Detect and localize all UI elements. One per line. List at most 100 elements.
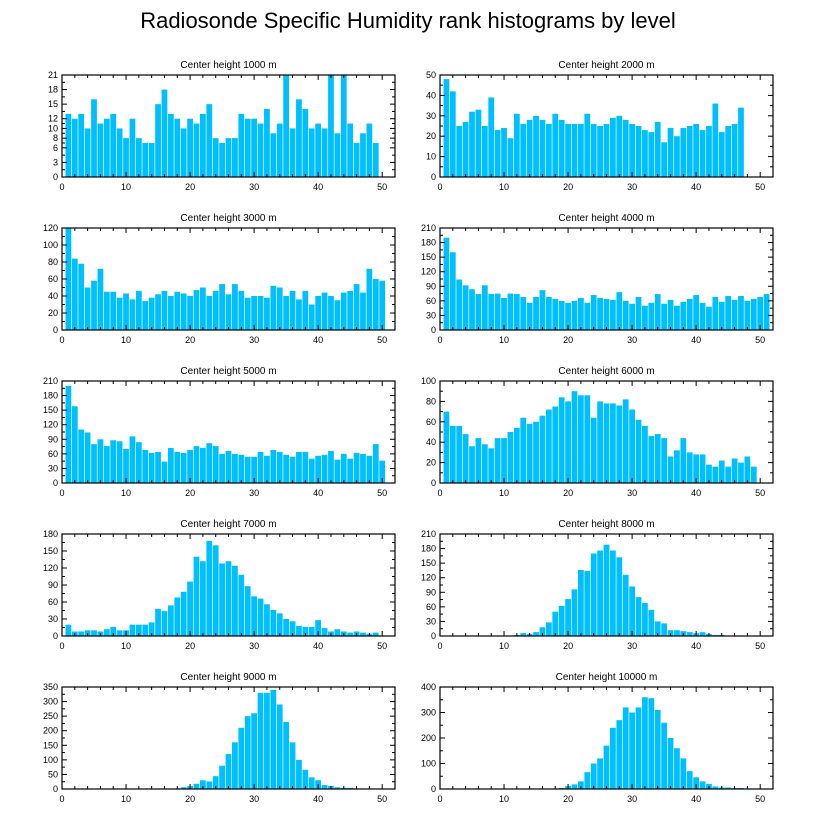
histogram-bar: [513, 294, 520, 330]
y-tick-label: 90: [48, 580, 58, 590]
histogram-bar: [340, 292, 347, 330]
histogram-bar: [206, 296, 213, 330]
histogram-bar: [520, 296, 527, 330]
panel-7: Center height 7000 m 0 10 20 30 40 50 0 30 60 90 12…: [43, 519, 396, 651]
histogram-bar: [264, 455, 270, 483]
histogram-bar: [750, 298, 757, 330]
x-tick-label: 40: [313, 794, 323, 804]
histogram-bar: [238, 113, 245, 177]
x-tick-label: 30: [249, 794, 259, 804]
histogram-bar: [219, 453, 225, 483]
histogram-bar: [526, 119, 533, 177]
histogram-bar: [449, 425, 456, 483]
histogram-bar: [180, 128, 187, 177]
histogram-bar: [212, 446, 219, 483]
y-tick-label: 21: [48, 70, 58, 80]
x-tick-label: 40: [313, 182, 323, 192]
x-tick-label: 50: [755, 641, 765, 651]
figure-title: Radiosonde Specific Humidity rank histog…: [140, 8, 676, 33]
y-tick-label: 120: [421, 267, 436, 277]
histogram-bar: [712, 103, 719, 177]
histogram-bar: [193, 783, 200, 789]
histogram-bar: [161, 290, 168, 330]
histogram-bar: [654, 434, 661, 483]
histogram-bar: [590, 417, 597, 483]
y-tick-label: 300: [43, 697, 58, 707]
x-tick-label: 30: [249, 182, 259, 192]
histogram-bar: [264, 692, 270, 789]
x-tick-label: 20: [185, 641, 195, 651]
histogram-bar: [110, 440, 117, 483]
histogram-bar: [200, 448, 206, 483]
histogram-bar: [565, 123, 571, 177]
histogram-bar: [97, 268, 104, 330]
panel-title: Center height 3000 m: [180, 213, 276, 224]
histogram-bar: [603, 403, 610, 483]
histogram-bar: [501, 128, 507, 177]
histogram-bar: [283, 619, 290, 636]
histogram-bar: [635, 597, 642, 636]
histogram-bar: [219, 284, 225, 330]
histogram-bar: [206, 540, 213, 636]
histogram-bar: [91, 630, 97, 636]
y-tick-label: 30: [426, 111, 436, 121]
histogram-bar: [635, 126, 642, 177]
panel-1: Center height 1000 m0 10 20 30 40 50036810121…: [48, 60, 396, 192]
y-tick-label: 400: [421, 682, 436, 692]
histogram-bar: [84, 432, 91, 483]
histogram-bar: [328, 296, 334, 330]
y-tick-label: 0: [431, 784, 436, 794]
histogram-bar: [686, 126, 693, 177]
y-tick-label: 200: [43, 726, 58, 736]
histogram-bar: [507, 432, 514, 483]
histogram-bar: [187, 581, 193, 636]
histogram-bar: [558, 397, 565, 483]
histogram-bar: [449, 91, 456, 177]
histogram-bar: [622, 574, 629, 636]
panel-10: Center height 10000 m 0 10 20 30 40 50 0 100 200 3…: [421, 672, 774, 804]
histogram-bar: [667, 128, 674, 177]
histogram-bar: [494, 293, 501, 330]
histogram-bar: [148, 297, 155, 330]
histogram-bar: [763, 294, 770, 330]
x-tick-label: 30: [627, 182, 637, 192]
histogram-bar: [276, 613, 283, 636]
histogram-bar: [571, 589, 578, 636]
histogram-bar: [116, 128, 123, 177]
x-tick-label: 20: [185, 488, 195, 498]
histogram-bar: [622, 707, 629, 789]
histogram-bar: [667, 738, 674, 789]
histogram-bar: [648, 302, 655, 330]
histogram-bar: [597, 401, 603, 483]
histogram-bar: [456, 425, 463, 483]
y-tick-label: 30: [48, 614, 58, 624]
histogram-bar: [161, 89, 168, 177]
histogram-bar: [232, 565, 238, 636]
y-tick-label: 210: [421, 529, 436, 539]
histogram-bar: [225, 754, 232, 789]
y-tick-label: 30: [426, 310, 436, 320]
histogram-bar: [257, 598, 264, 636]
histogram-bar: [321, 454, 328, 483]
histogram-bar: [584, 113, 591, 177]
histogram-bar: [110, 291, 117, 330]
x-tick-label: 20: [185, 335, 195, 345]
histogram-bar: [456, 126, 463, 177]
histogram-bar: [135, 442, 142, 483]
histogram-bar: [321, 784, 328, 789]
histogram-bar: [610, 403, 616, 483]
histogram-bar: [116, 297, 123, 330]
histogram-bar: [155, 608, 161, 636]
x-tick-label: 20: [563, 335, 573, 345]
histogram-bar: [340, 75, 347, 177]
y-tick-label: 60: [426, 417, 436, 427]
histogram-bar: [296, 99, 302, 177]
histogram-bar: [699, 454, 706, 483]
histogram-bar: [129, 118, 136, 177]
histogram-bar: [276, 451, 283, 483]
histogram-bar: [642, 697, 648, 789]
histogram-bar: [103, 446, 110, 483]
histogram-bar: [712, 466, 719, 483]
y-tick-label: 10: [48, 123, 58, 133]
